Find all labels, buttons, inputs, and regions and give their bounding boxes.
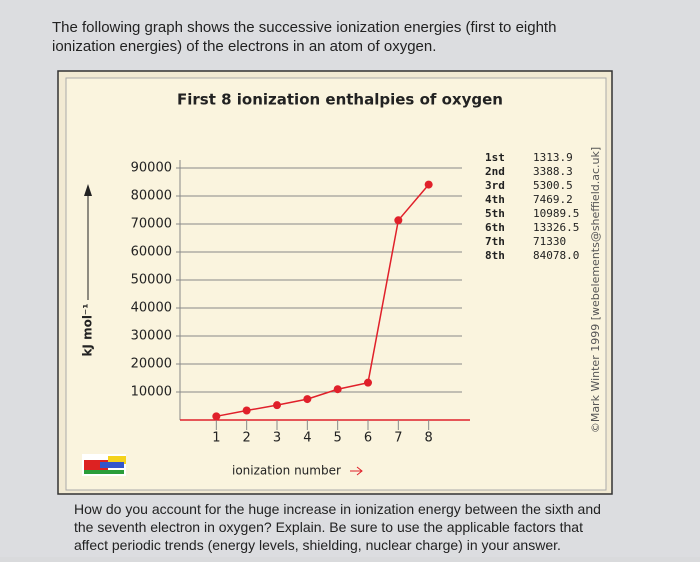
credit: ©Mark Winter 1999 [webelements@sheffield…	[589, 147, 602, 433]
table-value: 13326.5	[533, 221, 579, 234]
table-value: 10989.5	[533, 207, 579, 220]
x-tick-label: 8	[425, 431, 433, 446]
table-ordinal: 5th	[485, 207, 505, 220]
y-tick-label: 40000	[131, 301, 172, 316]
y-axis-label: kJ mol⁻¹	[81, 303, 95, 356]
x-axis-label: ionization number	[232, 464, 341, 478]
x-tick-label: 4	[303, 431, 311, 446]
x-tick-label: 5	[334, 431, 342, 446]
point	[242, 406, 251, 415]
intro: The following graph shows the successive…	[52, 19, 557, 55]
point	[424, 180, 433, 189]
y-tick-label: 60000	[131, 245, 172, 260]
point	[364, 378, 372, 387]
y-tick-label: 10000	[131, 385, 172, 400]
question-box: How do you account for the huge increase…	[74, 501, 601, 553]
x-arrow	[350, 466, 363, 476]
logo-part	[108, 456, 126, 464]
table-value: 84078.0	[533, 249, 579, 262]
y-arrow-head	[84, 184, 92, 196]
table-value: 7469.2	[533, 193, 573, 206]
table-ordinal: 7th	[485, 235, 505, 248]
table-value: 3388.3	[533, 165, 573, 178]
y-tick-label: 20000	[131, 357, 172, 372]
x-tick-label: 7	[394, 431, 402, 446]
point	[212, 412, 221, 421]
table-value: 71330	[533, 235, 566, 248]
point	[273, 401, 281, 410]
chart-panel	[65, 77, 607, 491]
intro-box: The following graph shows the successive…	[52, 19, 557, 55]
line	[216, 184, 430, 418]
logo-part	[100, 462, 124, 468]
plot: 10000 20000 30000 40000 50000 60000 70000 80000…	[131, 151, 580, 446]
y-tick-label: 70000	[131, 217, 172, 232]
table-value: 1313.9	[533, 151, 573, 164]
x-tick-label: 1	[212, 431, 220, 446]
table-value: 5300.5	[533, 179, 573, 192]
x-tick-label: 3	[273, 431, 281, 446]
logo-part	[84, 460, 108, 470]
point	[394, 216, 403, 225]
y-tick-label: 80000	[131, 189, 172, 204]
question: How do you account for the huge increase…	[74, 501, 601, 553]
y-tick-label: 50000	[131, 273, 172, 288]
table-ordinal: 1st	[485, 151, 505, 164]
y-tick-label: 90000	[131, 161, 172, 176]
table-ordinal: 3rd	[485, 179, 505, 192]
point	[333, 385, 342, 394]
logo-part	[84, 470, 124, 474]
table-ordinal: 2nd	[485, 165, 505, 178]
point	[303, 395, 312, 404]
x-tick-label: 6	[364, 431, 372, 446]
table-ordinal: 6th	[485, 221, 505, 234]
table-ordinal: 4th	[485, 193, 505, 206]
table-ordinal: 8th	[485, 249, 505, 262]
y-tick-label: 30000	[131, 329, 172, 344]
x-tick-label: 2	[243, 431, 251, 446]
chart-title: First 8 ionization enthalpies of oxygen	[177, 91, 503, 109]
